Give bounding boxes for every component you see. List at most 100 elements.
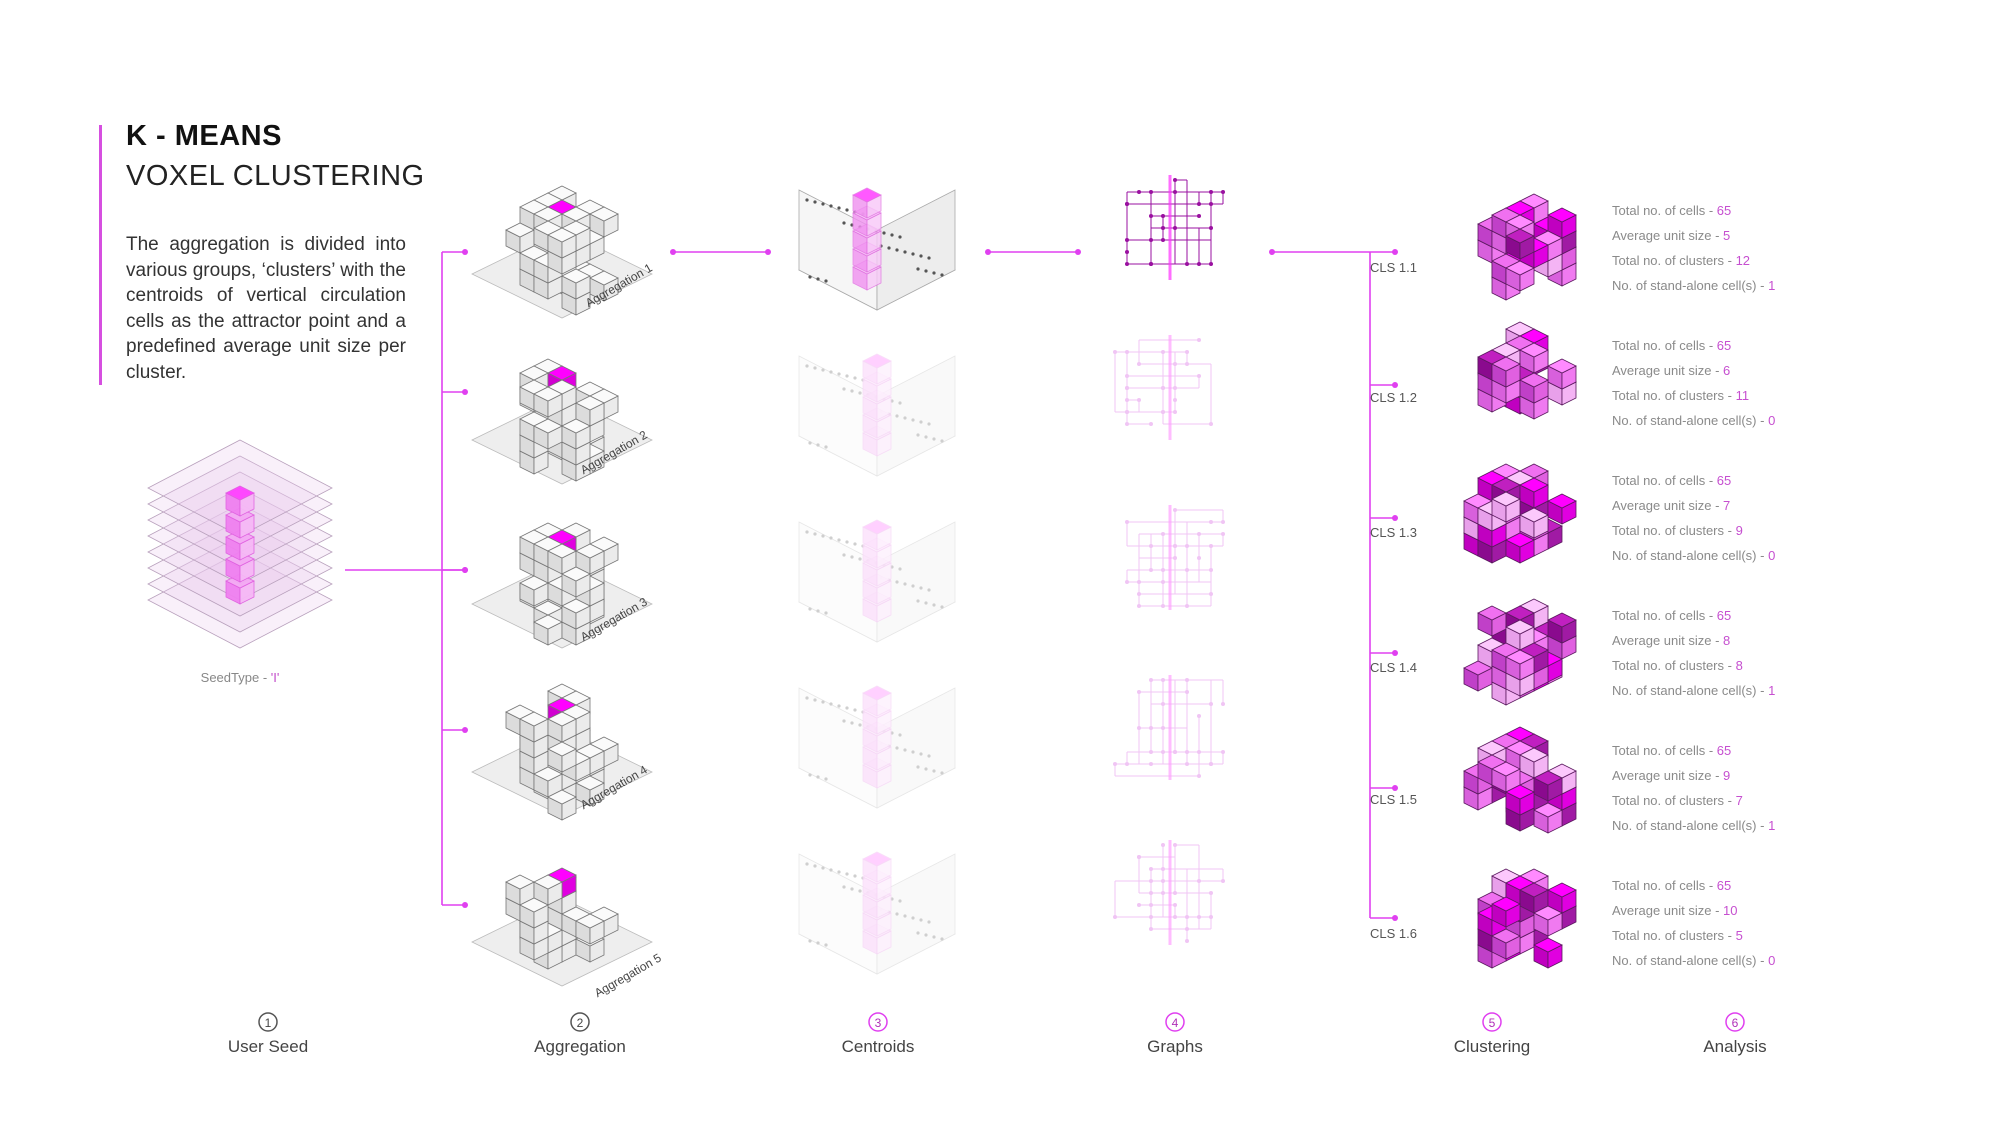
centroid-dot xyxy=(850,721,854,725)
centroid-dot xyxy=(816,277,820,281)
centroid-dot xyxy=(805,862,809,866)
centroid-dot xyxy=(808,275,812,279)
centroid-dot xyxy=(911,418,915,422)
graph-node xyxy=(1161,226,1165,230)
stat-label: Total no. of clusters - xyxy=(1612,658,1736,673)
graph-node xyxy=(1173,891,1177,895)
centroid-dot xyxy=(866,891,870,895)
timeline-step-label: Centroids xyxy=(841,1037,915,1056)
stat-label: Total no. of cells - xyxy=(1612,338,1717,353)
timeline-marker xyxy=(570,1012,590,1032)
cluster-stat: No. of stand-alone cell(s) - 0 xyxy=(1612,953,1775,968)
centroid-dot xyxy=(898,899,902,903)
graph-node xyxy=(1197,915,1201,919)
graph-node xyxy=(1137,604,1141,608)
connector-node xyxy=(985,249,991,255)
stat-value: 8 xyxy=(1723,633,1731,648)
centroid-dot xyxy=(842,719,846,723)
cluster-stat: Average unit size - 8 xyxy=(1612,633,1730,648)
cluster-model xyxy=(1463,726,1577,834)
graph-node xyxy=(1209,762,1213,766)
graph-node xyxy=(1173,410,1177,414)
centroid-dot xyxy=(861,876,865,880)
centroid-dot xyxy=(850,555,854,559)
centroid-dot xyxy=(890,399,894,403)
stat-label: Total no. of cells - xyxy=(1612,473,1717,488)
centroid-dot xyxy=(837,206,841,210)
timeline-step-label: Clustering xyxy=(1453,1037,1531,1056)
centroid-dot xyxy=(924,601,928,605)
graph-node xyxy=(1173,556,1177,560)
stat-value: 7 xyxy=(1723,498,1731,513)
graph-node xyxy=(1173,362,1177,366)
timeline-step-label: User Seed xyxy=(227,1037,309,1056)
graph-node xyxy=(1125,762,1129,766)
cluster-label: CLS 1.5 xyxy=(1370,792,1417,807)
graph-node xyxy=(1185,750,1189,754)
stat-value: 5 xyxy=(1723,228,1731,243)
centroid-dot xyxy=(882,231,886,235)
cluster-label: CLS 1.3 xyxy=(1370,525,1417,540)
graph-node xyxy=(1137,580,1141,584)
centroid-dot xyxy=(932,769,936,773)
seed-type-label: SeedType - 'I' xyxy=(200,670,280,685)
graph-node xyxy=(1173,190,1177,194)
centroid-model xyxy=(798,685,956,809)
graph-node xyxy=(1161,350,1165,354)
graph-node xyxy=(1185,350,1189,354)
centroid-dot xyxy=(866,393,870,397)
centroid-dot xyxy=(932,437,936,441)
graph-node xyxy=(1185,568,1189,572)
graph-node xyxy=(1173,544,1177,548)
centroid-dot xyxy=(919,918,923,922)
graph-node xyxy=(1209,762,1213,766)
graph-node xyxy=(1149,915,1153,919)
graph-node xyxy=(1149,214,1153,218)
centroid-dot xyxy=(861,544,865,548)
connector-node xyxy=(462,389,468,395)
stat-value: 7 xyxy=(1735,793,1743,808)
timeline-marker-number: 5 xyxy=(1489,1016,1496,1030)
connector-node xyxy=(1392,650,1398,656)
centroid-dot xyxy=(874,727,878,731)
centroid-dot xyxy=(924,269,928,273)
graph-node xyxy=(1185,544,1189,548)
centroid-dot xyxy=(837,538,841,542)
connector-lines xyxy=(345,249,1398,921)
stat-label: Average unit size - xyxy=(1612,228,1724,243)
centroid-dot xyxy=(842,387,846,391)
stat-value: 5 xyxy=(1735,928,1743,943)
cluster-stat: Average unit size - 6 xyxy=(1612,363,1730,378)
centroid-dot xyxy=(919,586,923,590)
graph-node xyxy=(1161,891,1165,895)
centroid-dot xyxy=(927,754,931,758)
timeline-marker-number: 3 xyxy=(875,1016,882,1030)
centroid-dot xyxy=(898,733,902,737)
centroid-dot xyxy=(916,931,920,935)
graph-node xyxy=(1137,592,1141,596)
stat-label: Total no. of cells - xyxy=(1612,608,1717,623)
centroid-dot xyxy=(816,609,820,613)
centroid-dot xyxy=(853,708,857,712)
centroid-dot xyxy=(879,576,883,580)
seed-voxel-stack xyxy=(147,439,333,649)
graph-node xyxy=(1113,915,1117,919)
graph-node xyxy=(1149,750,1153,754)
centroid-dot xyxy=(898,401,902,405)
centroid-dot xyxy=(808,773,812,777)
centroid-dot xyxy=(808,441,812,445)
graph-node xyxy=(1197,532,1201,536)
centroid-dot xyxy=(895,746,899,750)
cluster-stat: Average unit size - 7 xyxy=(1612,498,1730,513)
stat-label: Average unit size - xyxy=(1612,363,1724,378)
graph-node xyxy=(1197,774,1201,778)
graph-node xyxy=(1149,262,1153,266)
cluster-stat: Total no. of clusters - 7 xyxy=(1612,793,1743,808)
stat-label: No. of stand-alone cell(s) - xyxy=(1612,278,1769,293)
graph-node xyxy=(1161,214,1165,218)
graph-model xyxy=(1125,175,1225,280)
graph-node xyxy=(1137,362,1141,366)
timeline-marker xyxy=(868,1012,888,1032)
centroid-shell xyxy=(798,687,878,809)
centroid-dot xyxy=(940,439,944,443)
